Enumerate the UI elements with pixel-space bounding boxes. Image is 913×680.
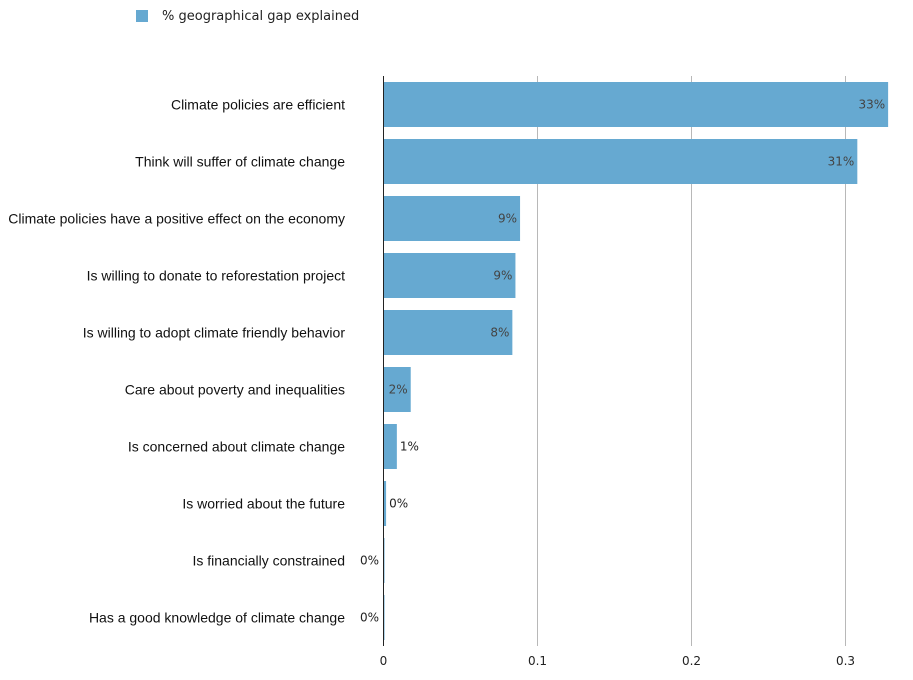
data-label: 33% — [858, 98, 885, 112]
bar — [383, 82, 889, 127]
x-tick-label: 0.3 — [836, 654, 855, 668]
category-label: Is willing to donate to reforestation pr… — [87, 268, 345, 284]
legend-label: % geographical gap explained — [162, 8, 360, 24]
category-label: Think will suffer of climate change — [135, 154, 345, 170]
bar — [383, 310, 513, 355]
category-label: Climate policies have a positive effect … — [8, 211, 345, 227]
bar — [383, 424, 397, 469]
data-label: 1% — [400, 440, 419, 454]
category-label: Is concerned about climate change — [128, 439, 345, 455]
data-label: 0% — [360, 554, 379, 568]
data-label: 8% — [490, 326, 509, 340]
x-tick-label: 0.2 — [682, 654, 701, 668]
chart-legend: % geographical gap explained — [136, 6, 359, 26]
category-label: Care about poverty and inequalities — [125, 382, 345, 398]
bar — [383, 253, 516, 298]
data-label: 0% — [389, 497, 408, 511]
legend-swatch — [136, 10, 148, 22]
category-label: Has a good knowledge of climate change — [89, 610, 345, 626]
x-tick-label: 0.1 — [528, 654, 547, 668]
category-label: Is willing to adopt climate friendly beh… — [83, 325, 346, 341]
data-label: 0% — [360, 611, 379, 625]
data-label: 9% — [493, 269, 512, 283]
x-tick-label: 0 — [380, 654, 388, 668]
data-label: 31% — [828, 155, 855, 169]
category-label: Is worried about the future — [182, 496, 345, 512]
data-label: 9% — [498, 212, 517, 226]
data-label: 2% — [389, 383, 408, 397]
bar — [383, 139, 858, 184]
category-label: Is financially constrained — [192, 553, 345, 569]
category-label: Climate policies are efficient — [171, 97, 345, 113]
bar — [383, 367, 411, 412]
bar — [383, 196, 521, 241]
bar — [383, 481, 387, 526]
